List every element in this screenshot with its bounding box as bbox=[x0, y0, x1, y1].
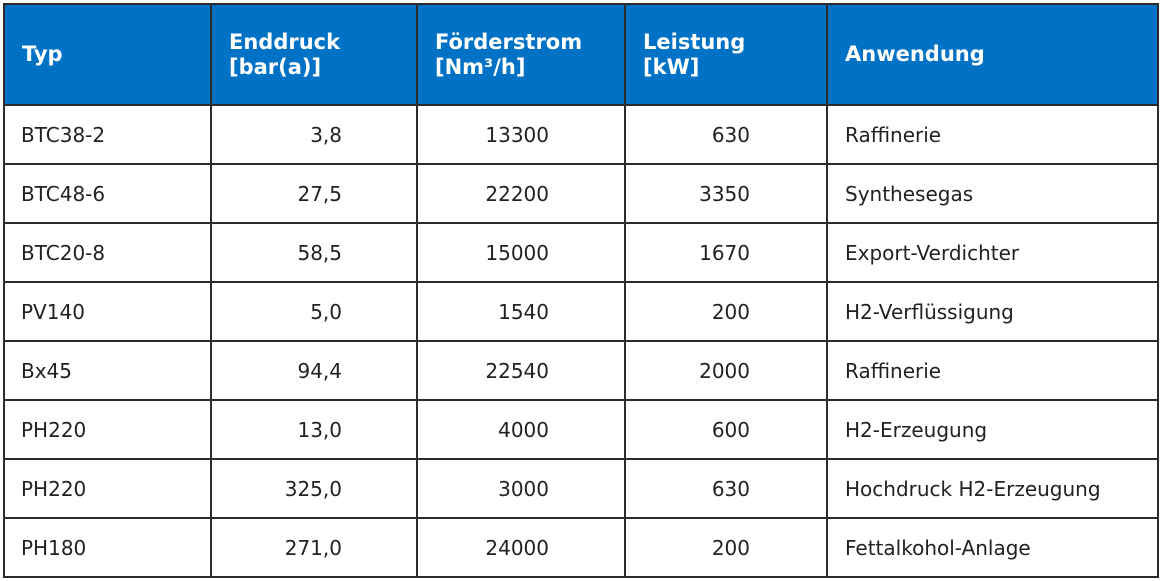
header-leistung-unit: [kW] bbox=[643, 54, 700, 79]
cell-foerderstrom: 22200 bbox=[416, 163, 626, 224]
cell-enddruck: 94,4 bbox=[210, 340, 418, 401]
table-row: PH220 325,0 3000 630 Hochdruck H2-Erzeug… bbox=[3, 458, 1159, 519]
header-leistung-label: Leistung bbox=[643, 29, 746, 54]
table-row: BTC38-2 3,8 13300 630 Raffinerie bbox=[3, 104, 1159, 165]
header-foerderstrom-unit: [Nm³/h] bbox=[435, 54, 526, 79]
table-row: PH180 271,0 24000 200 Fettalkohol-Anlage bbox=[3, 517, 1159, 578]
header-enddruck: Enddruck [bar(a)] bbox=[210, 3, 418, 106]
cell-typ: PH220 bbox=[3, 399, 212, 460]
cell-foerderstrom: 15000 bbox=[416, 222, 626, 283]
cell-anwendung: Hochdruck H2-Erzeugung bbox=[826, 458, 1159, 519]
table-row: PH220 13,0 4000 600 H2-Erzeugung bbox=[3, 399, 1159, 460]
header-enddruck-unit: [bar(a)] bbox=[229, 54, 322, 79]
cell-typ: BTC48-6 bbox=[3, 163, 212, 224]
header-enddruck-label: Enddruck bbox=[229, 29, 341, 54]
header-anwendung-label: Anwendung bbox=[845, 42, 985, 66]
cell-typ: PH220 bbox=[3, 458, 212, 519]
cell-foerderstrom: 22540 bbox=[416, 340, 626, 401]
header-row: Typ Enddruck [bar(a)] Förderstrom [Nm³/h… bbox=[3, 3, 1159, 106]
cell-typ: PH180 bbox=[3, 517, 212, 578]
table-row: PV140 5,0 1540 200 H2-Verflüssigung bbox=[3, 281, 1159, 342]
cell-leistung: 200 bbox=[624, 281, 828, 342]
cell-leistung: 1670 bbox=[624, 222, 828, 283]
header-foerderstrom: Förderstrom [Nm³/h] bbox=[416, 3, 626, 106]
cell-enddruck: 27,5 bbox=[210, 163, 418, 224]
table-header: Typ Enddruck [bar(a)] Förderstrom [Nm³/h… bbox=[3, 3, 1159, 106]
cell-leistung: 630 bbox=[624, 458, 828, 519]
cell-leistung: 600 bbox=[624, 399, 828, 460]
cell-typ: PV140 bbox=[3, 281, 212, 342]
header-anwendung: Anwendung bbox=[826, 3, 1159, 106]
cell-foerderstrom: 4000 bbox=[416, 399, 626, 460]
cell-leistung: 2000 bbox=[624, 340, 828, 401]
cell-typ: Bx45 bbox=[3, 340, 212, 401]
cell-anwendung: Export-Verdichter bbox=[826, 222, 1159, 283]
header-typ: Typ bbox=[3, 3, 212, 106]
table-body: BTC38-2 3,8 13300 630 Raffinerie BTC48-6… bbox=[3, 104, 1159, 578]
cell-typ: BTC20-8 bbox=[3, 222, 212, 283]
cell-anwendung: Fettalkohol-Anlage bbox=[826, 517, 1159, 578]
header-leistung: Leistung [kW] bbox=[624, 3, 828, 106]
cell-foerderstrom: 1540 bbox=[416, 281, 626, 342]
table-row: BTC48-6 27,5 22200 3350 Synthesegas bbox=[3, 163, 1159, 224]
cell-anwendung: H2-Erzeugung bbox=[826, 399, 1159, 460]
cell-leistung: 200 bbox=[624, 517, 828, 578]
cell-typ: BTC38-2 bbox=[3, 104, 212, 165]
cell-enddruck: 58,5 bbox=[210, 222, 418, 283]
cell-anwendung: Raffinerie bbox=[826, 340, 1159, 401]
table-row: Bx45 94,4 22540 2000 Raffinerie bbox=[3, 340, 1159, 401]
cell-anwendung: Raffinerie bbox=[826, 104, 1159, 165]
cell-foerderstrom: 24000 bbox=[416, 517, 626, 578]
compressor-spec-table: Typ Enddruck [bar(a)] Förderstrom [Nm³/h… bbox=[3, 3, 1159, 578]
header-typ-label: Typ bbox=[22, 42, 63, 66]
cell-enddruck: 271,0 bbox=[210, 517, 418, 578]
table-row: BTC20-8 58,5 15000 1670 Export-Verdichte… bbox=[3, 222, 1159, 283]
cell-enddruck: 3,8 bbox=[210, 104, 418, 165]
cell-enddruck: 325,0 bbox=[210, 458, 418, 519]
cell-foerderstrom: 13300 bbox=[416, 104, 626, 165]
cell-leistung: 3350 bbox=[624, 163, 828, 224]
cell-foerderstrom: 3000 bbox=[416, 458, 626, 519]
cell-leistung: 630 bbox=[624, 104, 828, 165]
cell-enddruck: 5,0 bbox=[210, 281, 418, 342]
cell-anwendung: Synthesegas bbox=[826, 163, 1159, 224]
cell-enddruck: 13,0 bbox=[210, 399, 418, 460]
header-foerderstrom-label: Förderstrom bbox=[435, 29, 583, 54]
cell-anwendung: H2-Verflüssigung bbox=[826, 281, 1159, 342]
